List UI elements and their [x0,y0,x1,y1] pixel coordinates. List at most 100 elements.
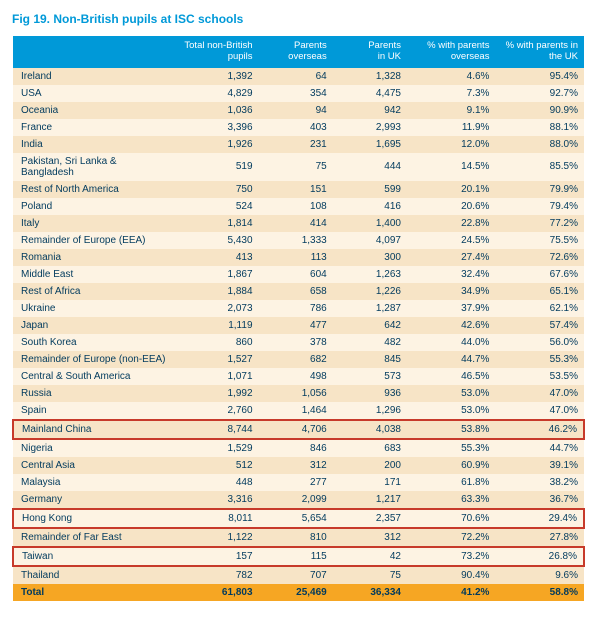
cell-pct_uk: 79.9% [495,181,584,198]
total-row: Total61,80325,46936,33441.2%58.8% [13,584,584,601]
table-row: Italy1,8144141,40022.8%77.2% [13,215,584,232]
cell-uk: 171 [333,474,407,491]
cell-pct_overseas: 24.5% [407,232,496,249]
cell-country: Remainder of Far East [13,528,173,547]
cell-pct_overseas: 53.0% [407,385,496,402]
table-row: Central & South America1,07149857346.5%5… [13,368,584,385]
cell-total: 1,867 [173,266,259,283]
cell-pct_overseas: 61.8% [407,474,496,491]
cell-pct_uk: 47.0% [495,402,584,420]
cell-pct_overseas: 72.2% [407,528,496,547]
total-cell-overseas: 25,469 [259,584,333,601]
cell-country: South Korea [13,334,173,351]
col-header-2: Parentsoverseas [259,36,333,68]
cell-pct_overseas: 60.9% [407,457,496,474]
cell-country: Taiwan [13,547,173,566]
cell-country: France [13,119,173,136]
cell-total: 5,430 [173,232,259,249]
cell-pct_overseas: 55.3% [407,439,496,457]
cell-pct_uk: 90.9% [495,102,584,119]
cell-uk: 482 [333,334,407,351]
cell-uk: 642 [333,317,407,334]
table-row: Taiwan1571154273.2%26.8% [13,547,584,566]
cell-overseas: 786 [259,300,333,317]
cell-overseas: 810 [259,528,333,547]
cell-pct_uk: 67.6% [495,266,584,283]
cell-total: 3,396 [173,119,259,136]
cell-country: Russia [13,385,173,402]
cell-pct_uk: 65.1% [495,283,584,300]
total-cell-pct_uk: 58.8% [495,584,584,601]
cell-pct_uk: 88.1% [495,119,584,136]
cell-pct_overseas: 53.8% [407,420,496,439]
cell-pct_uk: 95.4% [495,68,584,85]
cell-pct_overseas: 42.6% [407,317,496,334]
cell-pct_overseas: 46.5% [407,368,496,385]
cell-overseas: 378 [259,334,333,351]
table-row: Mainland China8,7444,7064,03853.8%46.2% [13,420,584,439]
data-table: Total non-BritishpupilsParentsoverseasPa… [12,36,585,601]
cell-total: 157 [173,547,259,566]
cell-pct_overseas: 14.5% [407,153,496,181]
cell-total: 512 [173,457,259,474]
table-row: India1,9262311,69512.0%88.0% [13,136,584,153]
table-body: Ireland1,392641,3284.6%95.4%USA4,8293544… [13,68,584,601]
cell-overseas: 846 [259,439,333,457]
cell-total: 1,036 [173,102,259,119]
table-row: Oceania1,036949429.1%90.9% [13,102,584,119]
cell-total: 1,071 [173,368,259,385]
cell-country: Spain [13,402,173,420]
cell-uk: 75 [333,566,407,584]
cell-total: 860 [173,334,259,351]
cell-country: Poland [13,198,173,215]
cell-pct_overseas: 11.9% [407,119,496,136]
total-cell-uk: 36,334 [333,584,407,601]
cell-country: India [13,136,173,153]
table-row: Remainder of Europe (non-EEA)1,527682845… [13,351,584,368]
cell-overseas: 604 [259,266,333,283]
cell-total: 3,316 [173,491,259,509]
col-header-5: % with parents inthe UK [495,36,584,68]
cell-country: Mainland China [13,420,173,439]
table-row: South Korea86037848244.0%56.0% [13,334,584,351]
cell-overseas: 64 [259,68,333,85]
cell-uk: 2,357 [333,509,407,528]
table-row: USA4,8293544,4757.3%92.7% [13,85,584,102]
cell-pct_overseas: 20.6% [407,198,496,215]
table-row: Romania41311330027.4%72.6% [13,249,584,266]
cell-overseas: 5,654 [259,509,333,528]
cell-pct_uk: 46.2% [495,420,584,439]
cell-pct_uk: 56.0% [495,334,584,351]
cell-uk: 4,475 [333,85,407,102]
cell-total: 2,073 [173,300,259,317]
table-row: Nigeria1,52984668355.3%44.7% [13,439,584,457]
cell-overseas: 682 [259,351,333,368]
total-cell-total: 61,803 [173,584,259,601]
cell-total: 1,392 [173,68,259,85]
cell-pct_uk: 39.1% [495,457,584,474]
cell-total: 1,527 [173,351,259,368]
cell-total: 8,744 [173,420,259,439]
cell-country: Remainder of Europe (EEA) [13,232,173,249]
cell-pct_uk: 72.6% [495,249,584,266]
cell-pct_uk: 47.0% [495,385,584,402]
cell-uk: 42 [333,547,407,566]
cell-uk: 1,287 [333,300,407,317]
col-header-4: % with parentsoverseas [407,36,496,68]
cell-pct_uk: 53.5% [495,368,584,385]
cell-overseas: 1,464 [259,402,333,420]
table-row: Spain2,7601,4641,29653.0%47.0% [13,402,584,420]
cell-pct_uk: 85.5% [495,153,584,181]
table-header: Total non-BritishpupilsParentsoverseasPa… [13,36,584,68]
table-row: Ukraine2,0737861,28737.9%62.1% [13,300,584,317]
table-row: Russia1,9921,05693653.0%47.0% [13,385,584,402]
cell-uk: 200 [333,457,407,474]
cell-country: Thailand [13,566,173,584]
table-row: Middle East1,8676041,26332.4%67.6% [13,266,584,283]
cell-country: Central Asia [13,457,173,474]
cell-pct_overseas: 90.4% [407,566,496,584]
col-header-1: Total non-Britishpupils [173,36,259,68]
cell-pct_overseas: 34.9% [407,283,496,300]
cell-country: USA [13,85,173,102]
cell-pct_uk: 88.0% [495,136,584,153]
